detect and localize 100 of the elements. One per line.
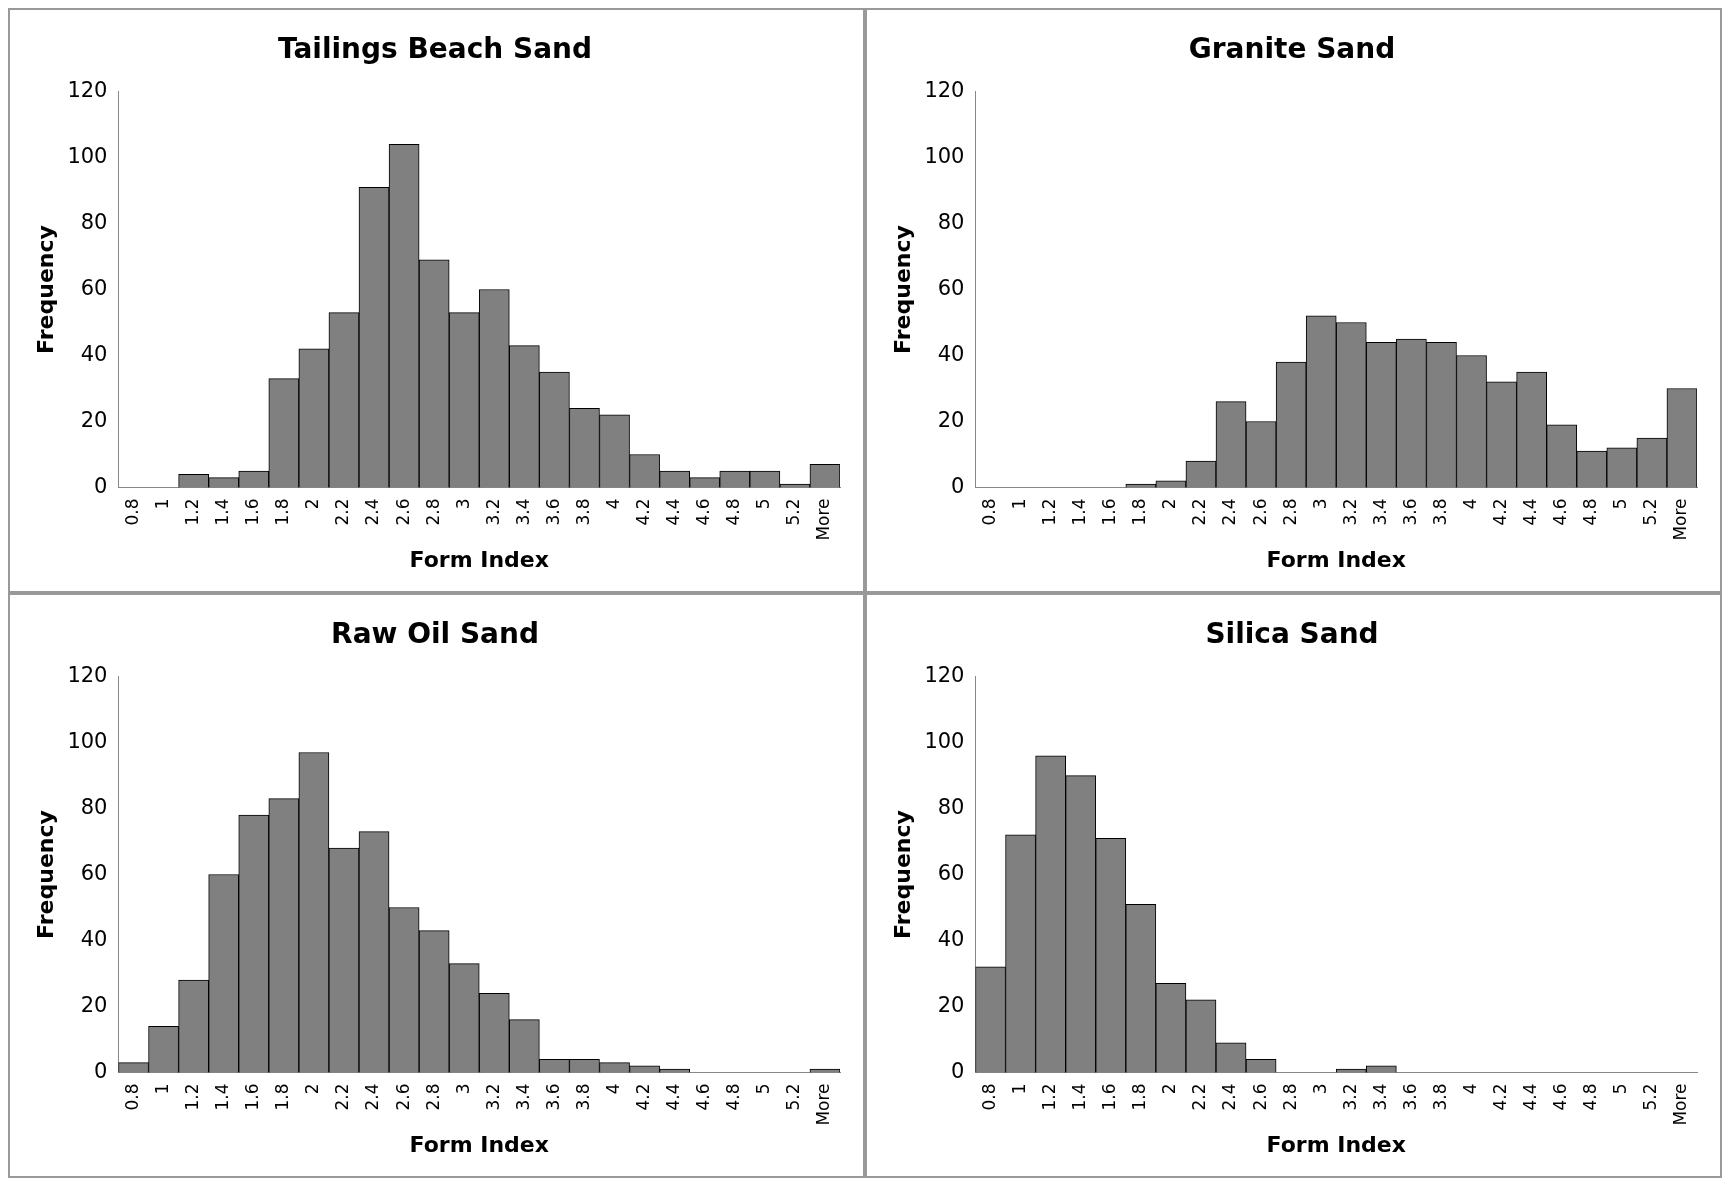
- x-tick-label: 1: [1009, 498, 1029, 510]
- x-tick-label: 5: [1610, 498, 1631, 510]
- x-tick-label: 5.2: [1640, 498, 1661, 526]
- x-axis-title: Form Index: [409, 546, 549, 572]
- x-tick-label: 4.2: [1490, 498, 1511, 526]
- x-tick-label: More: [813, 498, 834, 541]
- x-tick-label: 2.8: [1279, 1083, 1300, 1111]
- x-tick-label: 3: [1309, 498, 1330, 510]
- x-tick-label: 2: [1159, 498, 1180, 510]
- x-tick-label: 3.2: [482, 498, 503, 526]
- x-tick-label: 4.8: [723, 498, 744, 526]
- chart-title: Granite Sand: [1188, 32, 1396, 66]
- x-tick-label: 5: [1610, 1083, 1631, 1095]
- x-tick-label: 4.6: [693, 498, 714, 526]
- x-tick-label: More: [1670, 498, 1691, 541]
- x-tick-label: 3.8: [572, 498, 593, 526]
- y-tick-label: 60: [937, 860, 965, 885]
- y-axis-title: Frequency: [889, 810, 915, 939]
- x-tick-label: 0.8: [121, 1083, 142, 1111]
- y-tick-label: 120: [924, 78, 965, 103]
- x-tick-label: 4.8: [1580, 1083, 1601, 1111]
- y-tick-label: 40: [937, 926, 965, 951]
- x-tick-label: 2.4: [1219, 498, 1240, 526]
- x-tick-label: 2: [302, 498, 323, 510]
- x-tick-label: 5.2: [783, 1083, 804, 1111]
- x-tick-label: 4.6: [1550, 1083, 1571, 1111]
- x-tick-label: 3.4: [512, 498, 533, 526]
- x-tick-label: 1.8: [1129, 498, 1150, 526]
- x-tick-label: 4.2: [633, 1083, 654, 1111]
- x-axis-title: Form Index: [1266, 546, 1406, 572]
- x-tick-label: 3.4: [1369, 1083, 1390, 1111]
- x-tick-label: 4.2: [1490, 1083, 1511, 1111]
- x-tick-label: 4.4: [663, 1083, 684, 1111]
- y-tick-label: 100: [924, 144, 965, 169]
- x-tick-label: 2: [302, 1083, 323, 1095]
- x-tick-label: 1.4: [212, 1083, 233, 1111]
- x-tick-label: 3.6: [1399, 1083, 1420, 1111]
- x-tick-label: 1.8: [1129, 1083, 1150, 1111]
- chart-title: Silica Sand: [1205, 617, 1379, 651]
- chart-title: Tailings Beach Sand: [277, 32, 593, 66]
- x-tick-label: 5.2: [783, 498, 804, 526]
- x-tick-label: 2: [1159, 1083, 1180, 1095]
- x-tick-label: 4: [602, 498, 623, 510]
- x-tick-label: 3: [452, 498, 473, 510]
- x-tick-label: 3.8: [1429, 1083, 1450, 1111]
- x-tick-label: 4.4: [663, 498, 684, 526]
- x-tick-label: 3.8: [1429, 498, 1450, 526]
- x-tick-label: 2.2: [1189, 498, 1210, 526]
- y-tick-label: 100: [67, 144, 108, 169]
- y-tick-label: 80: [80, 210, 108, 235]
- x-tick-label: 4: [602, 1083, 623, 1095]
- x-tick-label: 2.8: [422, 1083, 443, 1111]
- x-tick-label: 3.2: [1339, 1083, 1360, 1111]
- x-tick-label: 0.8: [978, 1083, 999, 1111]
- x-tick-label: 4.6: [1550, 498, 1571, 526]
- x-tick-label: 4.8: [1580, 498, 1601, 526]
- x-tick-label: 4: [1459, 498, 1480, 510]
- x-tick-label: 1.2: [182, 1083, 203, 1111]
- x-tick-label: 2.6: [392, 1083, 413, 1111]
- y-tick-label: 20: [80, 407, 108, 432]
- y-tick-label: 80: [937, 795, 965, 820]
- y-tick-label: 40: [937, 341, 965, 366]
- x-tick-label: 2.4: [1219, 1083, 1240, 1111]
- x-tick-label: More: [1670, 1083, 1691, 1126]
- y-tick-label: 40: [80, 926, 108, 951]
- y-tick-label: 60: [80, 860, 108, 885]
- x-tick-label: 1.6: [242, 1083, 263, 1111]
- x-tick-label: 3.6: [542, 498, 563, 526]
- y-tick-label: 20: [937, 992, 965, 1017]
- x-tick-label: 3.6: [1399, 498, 1420, 526]
- x-tick-label: 5.2: [1640, 1083, 1661, 1111]
- y-tick-label: 0: [951, 473, 965, 498]
- x-tick-label: 1.8: [272, 498, 293, 526]
- x-tick-label: More: [813, 1083, 834, 1126]
- x-tick-label: 2.6: [1249, 1083, 1270, 1111]
- x-tick-label: 1.2: [1039, 498, 1060, 526]
- x-tick-label: 4.2: [633, 498, 654, 526]
- x-tick-label: 1.4: [1069, 498, 1090, 526]
- y-axis-title: Frequency: [889, 225, 915, 354]
- x-tick-label: 1: [1009, 1083, 1029, 1095]
- x-tick-label: 5: [753, 1083, 774, 1095]
- x-tick-label: 2.6: [1249, 498, 1270, 526]
- y-tick-label: 80: [80, 795, 108, 820]
- x-tick-label: 3.4: [1369, 498, 1390, 526]
- x-tick-label: 2.8: [422, 498, 443, 526]
- x-tick-label: 2.2: [332, 1083, 353, 1111]
- x-tick-label: 4: [1459, 1083, 1480, 1095]
- x-tick-label: 3.8: [572, 1083, 593, 1111]
- x-tick-label: 1.2: [182, 498, 203, 526]
- x-tick-label: 3.2: [482, 1083, 503, 1111]
- x-tick-label: 1.6: [1099, 1083, 1120, 1111]
- x-tick-label: 1.4: [212, 498, 233, 526]
- x-tick-label: 3: [1309, 1083, 1330, 1095]
- x-tick-label: 3: [452, 1083, 473, 1095]
- x-tick-label: 0.8: [121, 498, 142, 526]
- x-tick-label: 3.2: [1339, 498, 1360, 526]
- chart-title: Raw Oil Sand: [331, 617, 539, 651]
- x-axis-title: Form Index: [1266, 1131, 1406, 1157]
- x-tick-label: 2.4: [362, 1083, 383, 1111]
- y-tick-label: 0: [951, 1058, 965, 1083]
